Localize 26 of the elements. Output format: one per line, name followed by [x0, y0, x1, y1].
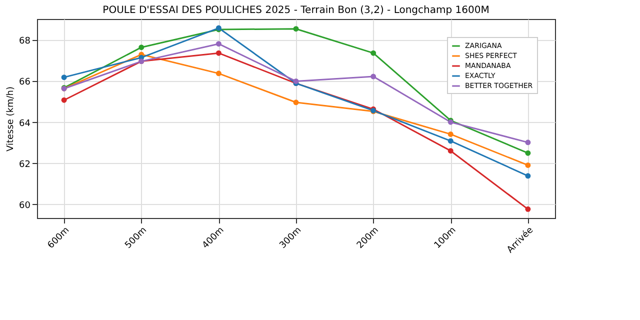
- y-tick-label: 62: [19, 160, 30, 170]
- point: [293, 78, 299, 84]
- point: [61, 74, 67, 80]
- point: [216, 41, 222, 47]
- point: [61, 97, 67, 103]
- point: [138, 44, 144, 50]
- point: [216, 70, 222, 76]
- point: [448, 148, 454, 154]
- y-tick-label: 64: [19, 118, 31, 129]
- y-tick-label: 66: [19, 78, 31, 88]
- point: [293, 100, 299, 106]
- point: [216, 50, 222, 56]
- point: [293, 26, 299, 32]
- y-tick-label: 60: [19, 200, 31, 211]
- y-axis-title: Vitesse (km/h): [6, 86, 16, 152]
- point: [525, 140, 531, 146]
- point: [370, 74, 376, 80]
- point: [448, 131, 454, 137]
- point: [525, 162, 531, 168]
- point: [370, 50, 376, 56]
- y-tick-label: 68: [19, 36, 31, 47]
- point: [525, 173, 531, 179]
- point: [525, 206, 531, 212]
- chart-title: POULE D'ESSAI DES POULICHES 2025 - Terrain Bon (3,2) - Longchamp 1600M: [102, 5, 490, 16]
- point: [525, 150, 531, 156]
- point: [448, 138, 454, 144]
